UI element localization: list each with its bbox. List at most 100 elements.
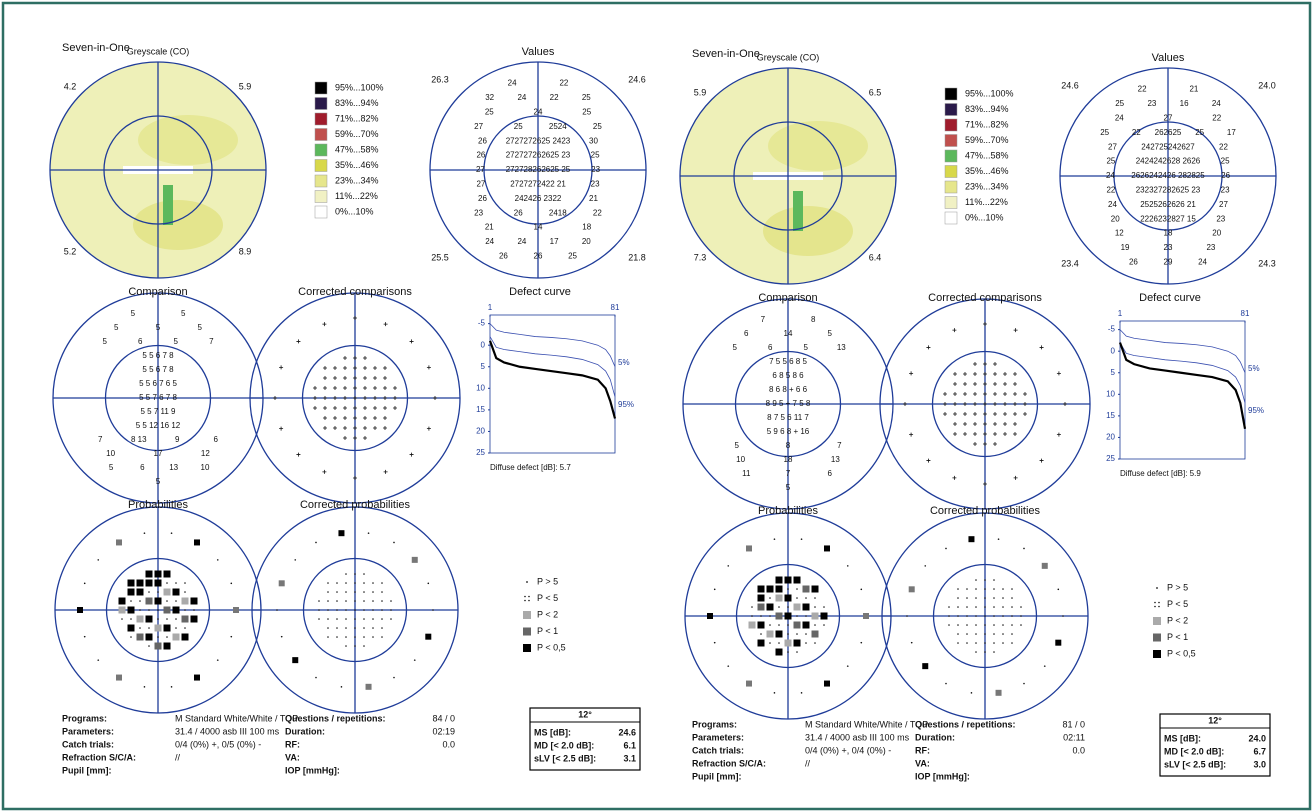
info-value: 02:11 xyxy=(1063,732,1085,742)
prob-square xyxy=(411,556,418,563)
field-value: 26 xyxy=(478,136,487,145)
prob-dot xyxy=(345,600,347,602)
legend-swatch xyxy=(944,180,958,194)
p-symbol xyxy=(1153,617,1161,625)
plus-sign xyxy=(426,426,431,431)
field-value: 26 xyxy=(1129,258,1138,267)
x-tick-label: 81 xyxy=(611,303,620,312)
prob-square xyxy=(707,613,713,619)
field-value: 5 xyxy=(804,343,809,352)
field-value: 25 xyxy=(1195,128,1204,137)
prob-dot xyxy=(787,651,789,653)
prob-square xyxy=(757,621,765,629)
prob-dot xyxy=(796,597,798,599)
field-value: 17 xyxy=(154,449,163,458)
prob-dot xyxy=(372,600,374,602)
prob-dot xyxy=(148,645,150,647)
prob-dot xyxy=(773,538,776,540)
prob-dot xyxy=(381,582,383,584)
plus-sign xyxy=(353,476,357,480)
prob-square xyxy=(802,621,810,629)
corner-value: 24.6 xyxy=(1061,80,1079,90)
prob-dot xyxy=(354,573,356,575)
prob-dot xyxy=(814,597,816,599)
prob-dot xyxy=(372,582,374,584)
prob-dot xyxy=(846,565,849,567)
field-value: 26 xyxy=(476,151,485,160)
field-value: 24 xyxy=(485,237,494,246)
info-value: // xyxy=(175,752,181,762)
prob-dot xyxy=(354,600,356,602)
plus-sign xyxy=(963,382,967,386)
prob-dot xyxy=(345,591,347,593)
field-value: 5 xyxy=(198,323,203,332)
prob-dot xyxy=(966,615,968,617)
reference-curve xyxy=(489,323,616,367)
prob-dot xyxy=(184,627,186,629)
plus-sign xyxy=(373,416,377,420)
y-tick-label: 15 xyxy=(476,405,485,414)
field-value: 24 xyxy=(1115,114,1124,123)
plus-sign xyxy=(353,426,357,430)
prob-dot xyxy=(906,615,908,617)
legend-swatch xyxy=(944,211,958,225)
panel-title: Values xyxy=(522,46,555,58)
prob-dot xyxy=(957,597,959,599)
info-label: Refraction S/C/A: xyxy=(692,758,766,768)
prob-square xyxy=(233,607,239,613)
prob-dot xyxy=(1002,624,1004,626)
prob-square xyxy=(811,612,819,620)
field-value: 6 xyxy=(768,343,773,352)
legend-swatch xyxy=(944,149,958,163)
prob-dot xyxy=(143,532,146,534)
y-tick-label: 0 xyxy=(1111,346,1116,355)
field-value: 11 xyxy=(742,469,751,478)
prob-dot xyxy=(157,618,159,620)
field-value: 232327282625 23 xyxy=(1136,186,1201,195)
field-value: 26 xyxy=(514,208,523,217)
prob-dot xyxy=(957,615,959,617)
prob-square xyxy=(793,603,801,611)
plus-sign xyxy=(1013,422,1017,426)
prob-dot xyxy=(778,606,780,608)
plus-sign xyxy=(983,392,987,396)
prob-dot xyxy=(805,615,807,617)
prob-square xyxy=(145,597,153,605)
plus-sign xyxy=(952,475,957,480)
plus-sign xyxy=(973,392,977,396)
prob-dot xyxy=(372,609,374,611)
info-label: VA: xyxy=(285,752,300,762)
prob-square xyxy=(757,639,765,647)
prob-dot xyxy=(381,609,383,611)
field-value: 5 5 12 16 12 xyxy=(136,421,181,430)
field-value: 23 xyxy=(591,180,600,189)
plus-sign xyxy=(1003,382,1007,386)
prob-dot xyxy=(778,624,780,626)
field-value: 8 xyxy=(811,315,816,324)
prob-dot xyxy=(363,600,365,602)
prob-dot xyxy=(984,597,986,599)
prob-dot xyxy=(945,682,947,685)
prob-dot xyxy=(984,615,986,617)
info-label: Pupil [mm]: xyxy=(62,765,112,775)
prob-square xyxy=(163,588,171,596)
p-symbol xyxy=(1153,650,1161,658)
corner-value: 21.8 xyxy=(628,252,646,262)
prob-dot xyxy=(1057,588,1060,591)
info-value: M Standard White/White / TOP xyxy=(175,713,298,723)
prob-dot xyxy=(318,609,320,611)
prob-dot xyxy=(294,559,297,561)
prob-dot xyxy=(216,559,219,561)
field-value: 5 xyxy=(102,337,107,346)
plus-sign xyxy=(363,376,367,380)
prob-square xyxy=(278,580,285,587)
prob-square xyxy=(1041,562,1048,569)
prob-dot xyxy=(993,597,995,599)
field-value: 10 xyxy=(736,455,745,464)
legend-label: 71%...82% xyxy=(335,113,379,123)
field-value: 26 xyxy=(1221,171,1230,180)
field-value: 6 8 5 8 6 xyxy=(772,371,804,380)
plus-sign xyxy=(926,345,931,350)
